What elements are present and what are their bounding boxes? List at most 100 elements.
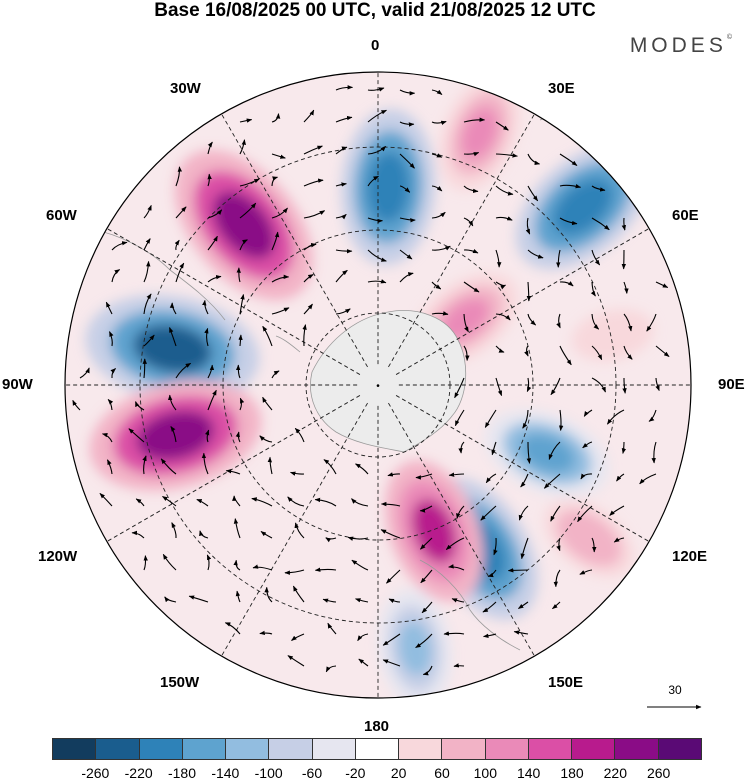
wind-arrow (621, 217, 626, 231)
wind-arrow (239, 239, 248, 251)
wind-arrow (175, 262, 185, 283)
wind-arrow (655, 377, 660, 392)
wind-arrow (171, 522, 177, 539)
wind-arrow (527, 249, 544, 259)
modes-logo: MODES© (630, 34, 732, 58)
colorbar-tick-label: 100 (473, 765, 498, 781)
wind-arrow (303, 274, 314, 283)
wind-arrow (135, 498, 145, 507)
wind-arrow (335, 146, 348, 155)
wind-arrow (559, 217, 578, 226)
wind-arrow (518, 505, 529, 521)
wind-arrow (323, 459, 337, 475)
wind-arrow (495, 216, 513, 221)
wind-arrow (169, 327, 177, 347)
wind-arrow (399, 153, 415, 169)
wind-arrow (482, 601, 497, 613)
wind-arrow (495, 121, 509, 131)
wind-arrow (252, 564, 273, 571)
wind-arrow (591, 537, 597, 553)
copyright-mark: © (726, 34, 732, 41)
wind-arrow (577, 505, 593, 523)
wind-arrow (235, 364, 241, 379)
wind-arrow (463, 152, 480, 157)
graticule (65, 72, 691, 698)
wind-arrow (556, 313, 561, 329)
wind-arrow (463, 185, 479, 194)
wind-arrow (260, 530, 273, 539)
wind-arrow (160, 458, 177, 475)
wind-arrow (335, 182, 347, 187)
wind-arrow (164, 596, 177, 603)
lon-label-60e: 60E (672, 207, 699, 224)
wind-arrow (419, 505, 433, 513)
wind-arrow (351, 559, 369, 571)
wind-arrow (303, 242, 317, 251)
wind-arrow (367, 87, 385, 92)
wind-arrow (491, 441, 497, 456)
colorbar-tick-label: -260 (81, 765, 110, 781)
wind-arrow (526, 377, 532, 393)
continent-outline-america (94, 229, 226, 321)
wind-arrow (367, 249, 387, 262)
wind-arrow (591, 249, 601, 266)
wind-arrow (207, 173, 212, 187)
wind-arrow (207, 364, 215, 379)
wind-arrow (495, 249, 502, 268)
wind-arrow (169, 302, 177, 315)
wind-arrow (287, 496, 305, 507)
wind-arrow (143, 334, 155, 347)
wind-arrow (543, 473, 561, 489)
lon-label-120w: 120W (38, 548, 78, 565)
wind-arrow (580, 473, 593, 480)
wind-arrow (420, 537, 433, 550)
colorbar-swatch (441, 739, 485, 759)
lon-label-90w: 90W (2, 376, 33, 393)
wind-arrow (143, 204, 152, 219)
wind-arrow (262, 325, 273, 347)
colorbar-swatch (181, 739, 226, 759)
colorbar-swatch (311, 739, 355, 759)
wind-arrow (613, 537, 625, 543)
wind-arrow (143, 555, 148, 571)
wind-arrow (421, 601, 433, 614)
wind-arrow (107, 399, 114, 411)
colorbar-swatch (138, 739, 182, 759)
wind-arrow (550, 377, 561, 396)
wind-arrow (388, 598, 401, 604)
wind-arrow (655, 345, 670, 357)
wind-arrow (367, 145, 386, 155)
wind-arrow (111, 241, 128, 251)
wind-arrow (556, 537, 561, 552)
anomaly-contour (367, 151, 410, 223)
wind-arrow (495, 377, 503, 397)
wind-arrow (355, 598, 369, 603)
wind-arrow (175, 362, 192, 379)
wind-arrow (483, 633, 497, 638)
wind-arrow (495, 313, 511, 321)
wind-arrow (264, 586, 273, 603)
wind-arrow (303, 210, 326, 219)
wind-arrow (480, 505, 497, 521)
wind-arrow (357, 633, 369, 642)
colorbar-swatch (571, 739, 615, 759)
anomaly-contour (519, 433, 575, 473)
wind-arrow (622, 377, 627, 394)
wind-arrow (202, 299, 209, 315)
wind-arrow (233, 559, 241, 571)
wind-arrow (399, 185, 411, 193)
wind-arrow (463, 117, 486, 123)
wind-arrow (207, 389, 217, 411)
wind-arrow (143, 293, 152, 315)
wind-arrow (453, 663, 465, 668)
colorbar-swatch (95, 739, 139, 759)
wind-arrow (271, 113, 281, 123)
wind-arrow (495, 153, 518, 158)
wind-arrow (79, 367, 90, 379)
wind-arrow (110, 368, 116, 379)
wind-arrow (99, 493, 113, 507)
lon-label-150w: 150W (160, 674, 200, 691)
wind-arrow (271, 307, 290, 315)
wind-arrow (399, 249, 413, 260)
